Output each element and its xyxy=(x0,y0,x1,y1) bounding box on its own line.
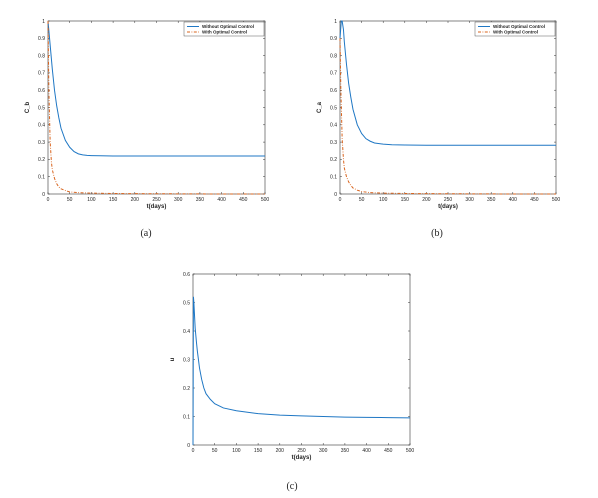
series-line xyxy=(47,20,265,195)
y-tick-label: 0.5 xyxy=(38,105,45,111)
x-tick-label: 500 xyxy=(261,197,270,203)
x-tick-label: 200 xyxy=(276,448,285,454)
y-tick-label: 0.6 xyxy=(183,272,190,278)
legend-box xyxy=(183,21,265,37)
x-tick-label: 500 xyxy=(406,448,415,454)
panel-c: 0 50 100 150 200 250 300 350 400 450 500 0 0.1 0.2 0.3… xyxy=(170,272,414,492)
y-tick-label: 0.5 xyxy=(330,105,337,111)
x-tick-label: 100 xyxy=(379,197,388,203)
y-axis-label: C_b xyxy=(25,102,31,114)
legend-label: Without Optimal Control xyxy=(493,24,545,29)
y-tick-label: 0.7 xyxy=(38,71,45,77)
y-tick-label: 0 xyxy=(334,192,337,198)
y-tick-label: 0.1 xyxy=(38,175,45,181)
series-line xyxy=(47,20,265,157)
y-tick-label: 0.1 xyxy=(330,175,337,181)
x-tick-label: 150 xyxy=(109,197,118,203)
y-axis-label: u xyxy=(170,357,176,361)
x-tick-label: 300 xyxy=(174,197,183,203)
y-tick-label: 0.2 xyxy=(38,157,45,163)
y-tick-label: 1 xyxy=(42,19,45,25)
panel-caption: (a) xyxy=(140,228,151,239)
y-tick-label: 0.8 xyxy=(38,53,45,59)
x-tick-label: 450 xyxy=(530,197,539,203)
series-line xyxy=(192,296,411,446)
x-axis-label: t(days) xyxy=(292,455,312,461)
y-tick-label: 0.9 xyxy=(38,36,45,42)
x-tick-label: 450 xyxy=(384,448,393,454)
x-tick-label: 250 xyxy=(152,197,161,203)
panel-b: 0 50 100 150 200 250 300 350 400 450 500 0 0.1 0.2 0.3… xyxy=(317,19,560,239)
y-tick-label: 0.7 xyxy=(330,71,337,77)
plot-frame xyxy=(192,273,411,446)
x-tick-label: 300 xyxy=(465,197,474,203)
x-tick-label: 300 xyxy=(319,448,328,454)
x-tick-label: 50 xyxy=(67,197,73,203)
x-tick-label: 400 xyxy=(362,448,371,454)
x-tick-label: 500 xyxy=(552,197,561,203)
y-tick-label: 0.1 xyxy=(183,414,190,420)
y-tick-label: 0 xyxy=(42,192,45,198)
x-tick-label: 350 xyxy=(196,197,205,203)
x-tick-label: 50 xyxy=(359,197,365,203)
x-tick-label: 0 xyxy=(339,197,342,203)
x-tick-label: 0 xyxy=(47,197,50,203)
x-axis-label: t(days) xyxy=(147,204,167,210)
y-tick-label: 0.4 xyxy=(330,123,337,129)
y-tick-label: 0.9 xyxy=(330,36,337,42)
plot-frame xyxy=(47,20,266,195)
y-tick-label: 0.3 xyxy=(38,140,45,146)
x-tick-label: 450 xyxy=(239,197,248,203)
y-tick-label: 0.6 xyxy=(38,88,45,94)
legend-box xyxy=(474,21,556,37)
x-tick-label: 200 xyxy=(422,197,431,203)
x-tick-label: 350 xyxy=(341,448,350,454)
panel-caption: (b) xyxy=(431,228,443,239)
x-tick-label: 150 xyxy=(401,197,410,203)
y-tick-label: 0.4 xyxy=(38,123,45,129)
y-tick-label: 0.2 xyxy=(330,157,337,163)
series-line xyxy=(339,38,556,195)
panel-a: 0 50 100 150 200 250 300 350 400 450 500 0 0.1 0.2 0.3… xyxy=(25,19,269,239)
x-tick-label: 100 xyxy=(87,197,96,203)
legend-label: Without Optimal Control xyxy=(202,24,254,29)
legend-label: With Optimal Control xyxy=(202,30,247,35)
x-tick-label: 150 xyxy=(254,448,263,454)
y-tick-label: 0.4 xyxy=(183,329,190,335)
y-axis-label: C_a xyxy=(317,101,323,113)
x-tick-label: 100 xyxy=(232,448,241,454)
x-tick-label: 50 xyxy=(212,448,218,454)
x-tick-label: 250 xyxy=(444,197,453,203)
x-axis-label: t(days) xyxy=(438,204,458,210)
y-tick-label: 1 xyxy=(334,19,337,25)
y-tick-label: 0.2 xyxy=(183,386,190,392)
y-tick-label: 0 xyxy=(187,443,190,449)
x-tick-label: 200 xyxy=(131,197,140,203)
plot-frame xyxy=(339,20,557,195)
y-tick-label: 0.8 xyxy=(330,53,337,59)
x-tick-label: 250 xyxy=(297,448,306,454)
y-tick-label: 0.6 xyxy=(330,88,337,94)
x-tick-label: 0 xyxy=(192,448,195,454)
panel-caption: (c) xyxy=(286,481,297,492)
y-tick-label: 0.3 xyxy=(330,140,337,146)
x-tick-label: 400 xyxy=(217,197,226,203)
y-tick-label: 0.5 xyxy=(183,300,190,306)
legend-label: With Optimal Control xyxy=(493,30,538,35)
y-tick-label: 0.3 xyxy=(183,357,190,363)
x-tick-label: 350 xyxy=(487,197,496,203)
x-tick-label: 400 xyxy=(509,197,518,203)
series-line xyxy=(339,20,556,146)
